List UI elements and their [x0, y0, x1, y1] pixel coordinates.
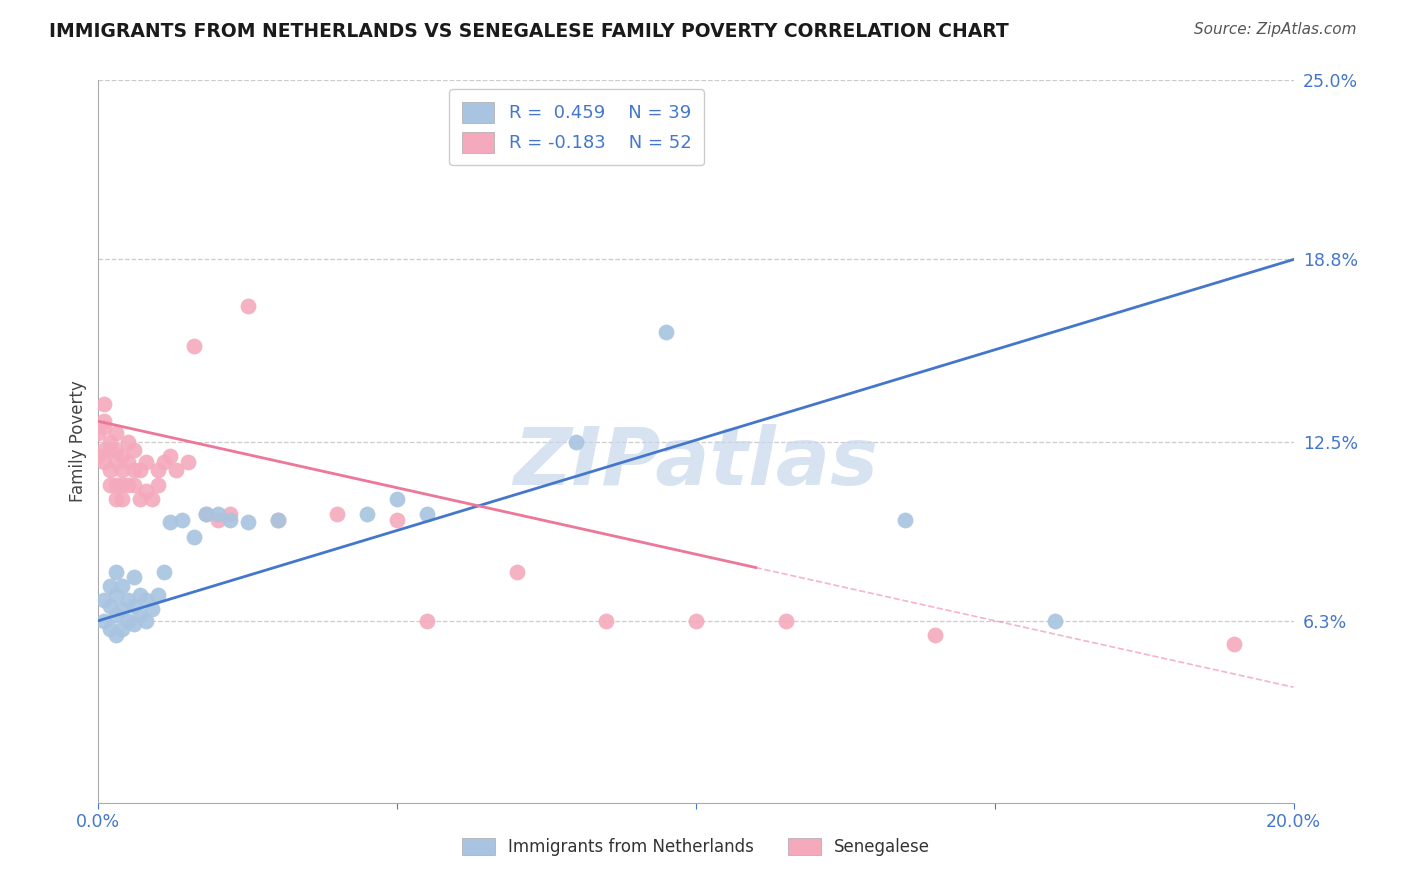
Point	[183, 530, 205, 544]
Point	[93, 614, 115, 628]
Point	[117, 434, 139, 449]
Point	[195, 507, 218, 521]
Point	[124, 463, 146, 477]
Point	[195, 507, 218, 521]
Point	[105, 492, 128, 507]
Point	[98, 463, 122, 477]
Point	[135, 455, 157, 469]
Point	[93, 420, 115, 434]
Point	[93, 443, 115, 458]
Text: Source: ZipAtlas.com: Source: ZipAtlas.com	[1194, 22, 1357, 37]
Point	[153, 565, 176, 579]
Point	[98, 599, 122, 614]
Point	[117, 478, 139, 492]
Point	[207, 512, 229, 526]
Point	[105, 425, 128, 440]
Point	[105, 455, 128, 469]
Point	[135, 483, 157, 498]
Point	[111, 449, 134, 463]
Point	[87, 425, 110, 440]
Point	[124, 443, 146, 458]
Point	[924, 628, 946, 642]
Point	[129, 492, 152, 507]
Point	[111, 478, 134, 492]
Point	[111, 579, 134, 593]
Point	[111, 602, 134, 616]
Text: ZIPatlas: ZIPatlas	[513, 425, 879, 502]
Point	[129, 607, 152, 622]
Point	[1223, 637, 1246, 651]
Point	[124, 616, 146, 631]
Point	[129, 463, 152, 477]
Point	[98, 434, 122, 449]
Point	[98, 478, 122, 492]
Point	[655, 325, 678, 339]
Point	[416, 614, 439, 628]
Point	[153, 455, 176, 469]
Point	[93, 414, 115, 428]
Point	[124, 599, 146, 614]
Point	[172, 512, 194, 526]
Point	[135, 614, 157, 628]
Legend: Immigrants from Netherlands, Senegalese: Immigrants from Netherlands, Senegalese	[456, 831, 936, 863]
Point	[165, 463, 187, 477]
Point	[111, 623, 134, 637]
Point	[93, 593, 115, 607]
Point	[93, 455, 115, 469]
Point	[98, 579, 122, 593]
Point	[416, 507, 439, 521]
Y-axis label: Family Poverty: Family Poverty	[69, 381, 87, 502]
Point	[111, 463, 134, 477]
Point	[894, 512, 917, 526]
Point	[385, 512, 409, 526]
Point	[159, 516, 181, 530]
Point	[93, 397, 115, 411]
Point	[105, 628, 128, 642]
Point	[98, 443, 122, 458]
Point	[105, 478, 128, 492]
Point	[129, 588, 152, 602]
Point	[775, 614, 797, 628]
Point	[87, 449, 110, 463]
Point	[148, 588, 170, 602]
Point	[219, 507, 242, 521]
Point	[506, 565, 529, 579]
Point	[236, 516, 259, 530]
Point	[267, 512, 290, 526]
Point	[385, 492, 409, 507]
Point	[565, 434, 588, 449]
Point	[267, 512, 290, 526]
Point	[207, 507, 229, 521]
Point	[135, 593, 157, 607]
Point	[105, 565, 128, 579]
Point	[1043, 614, 1066, 628]
Point	[356, 507, 378, 521]
Point	[117, 614, 139, 628]
Point	[105, 607, 128, 622]
Point	[177, 455, 200, 469]
Point	[141, 492, 163, 507]
Point	[236, 299, 259, 313]
Point	[219, 512, 242, 526]
Point	[148, 463, 170, 477]
Text: IMMIGRANTS FROM NETHERLANDS VS SENEGALESE FAMILY POVERTY CORRELATION CHART: IMMIGRANTS FROM NETHERLANDS VS SENEGALES…	[49, 22, 1010, 41]
Point	[98, 623, 122, 637]
Point	[159, 449, 181, 463]
Point	[685, 614, 707, 628]
Point	[111, 492, 134, 507]
Point	[105, 443, 128, 458]
Point	[124, 478, 146, 492]
Point	[148, 478, 170, 492]
Point	[326, 507, 349, 521]
Point	[117, 455, 139, 469]
Point	[105, 588, 128, 602]
Point	[183, 339, 205, 353]
Point	[141, 602, 163, 616]
Point	[117, 593, 139, 607]
Point	[595, 614, 617, 628]
Point	[124, 570, 146, 584]
